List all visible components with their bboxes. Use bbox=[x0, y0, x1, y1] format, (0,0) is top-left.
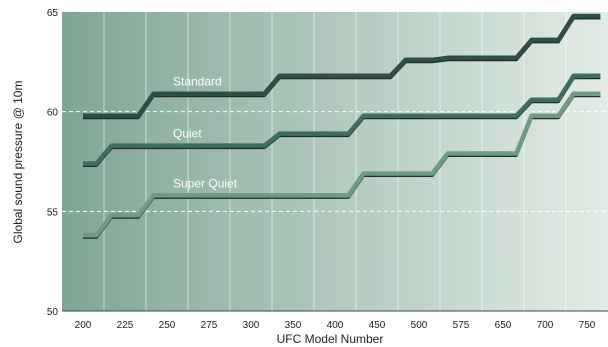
y-tick-label: 65 bbox=[47, 8, 59, 19]
x-tick-label: 200 bbox=[75, 320, 92, 331]
y-tick-label: 50 bbox=[47, 307, 59, 318]
x-tick-label: 500 bbox=[411, 320, 428, 331]
x-tick-label: 750 bbox=[579, 320, 596, 331]
y-tick-label: 55 bbox=[47, 207, 59, 218]
series-line-super-quiet bbox=[83, 91, 601, 238]
x-tick-label: 400 bbox=[327, 320, 344, 331]
series-line-standard bbox=[83, 13, 601, 118]
x-axis-label: UFC Model Number bbox=[277, 332, 384, 346]
y-axis-label: Global sound pressure @ 10m bbox=[11, 81, 25, 244]
series-line-quiet bbox=[83, 73, 601, 166]
x-tick-label: 450 bbox=[369, 320, 386, 331]
x-tick-label: 350 bbox=[285, 320, 302, 331]
x-tick-label: 650 bbox=[495, 320, 512, 331]
x-tick-label: 700 bbox=[537, 320, 554, 331]
y-tick-label: 60 bbox=[47, 108, 59, 119]
x-tick-label: 275 bbox=[201, 320, 218, 331]
x-tick-label: 300 bbox=[243, 320, 260, 331]
plot-area bbox=[62, 12, 608, 311]
series-label: Quiet bbox=[173, 127, 202, 141]
series-label: Standard bbox=[173, 75, 222, 89]
x-tick-label: 575 bbox=[453, 320, 470, 331]
series-label: Super Quiet bbox=[173, 176, 238, 190]
x-tick-label: 250 bbox=[159, 320, 176, 331]
x-tick-label: 225 bbox=[117, 320, 134, 331]
